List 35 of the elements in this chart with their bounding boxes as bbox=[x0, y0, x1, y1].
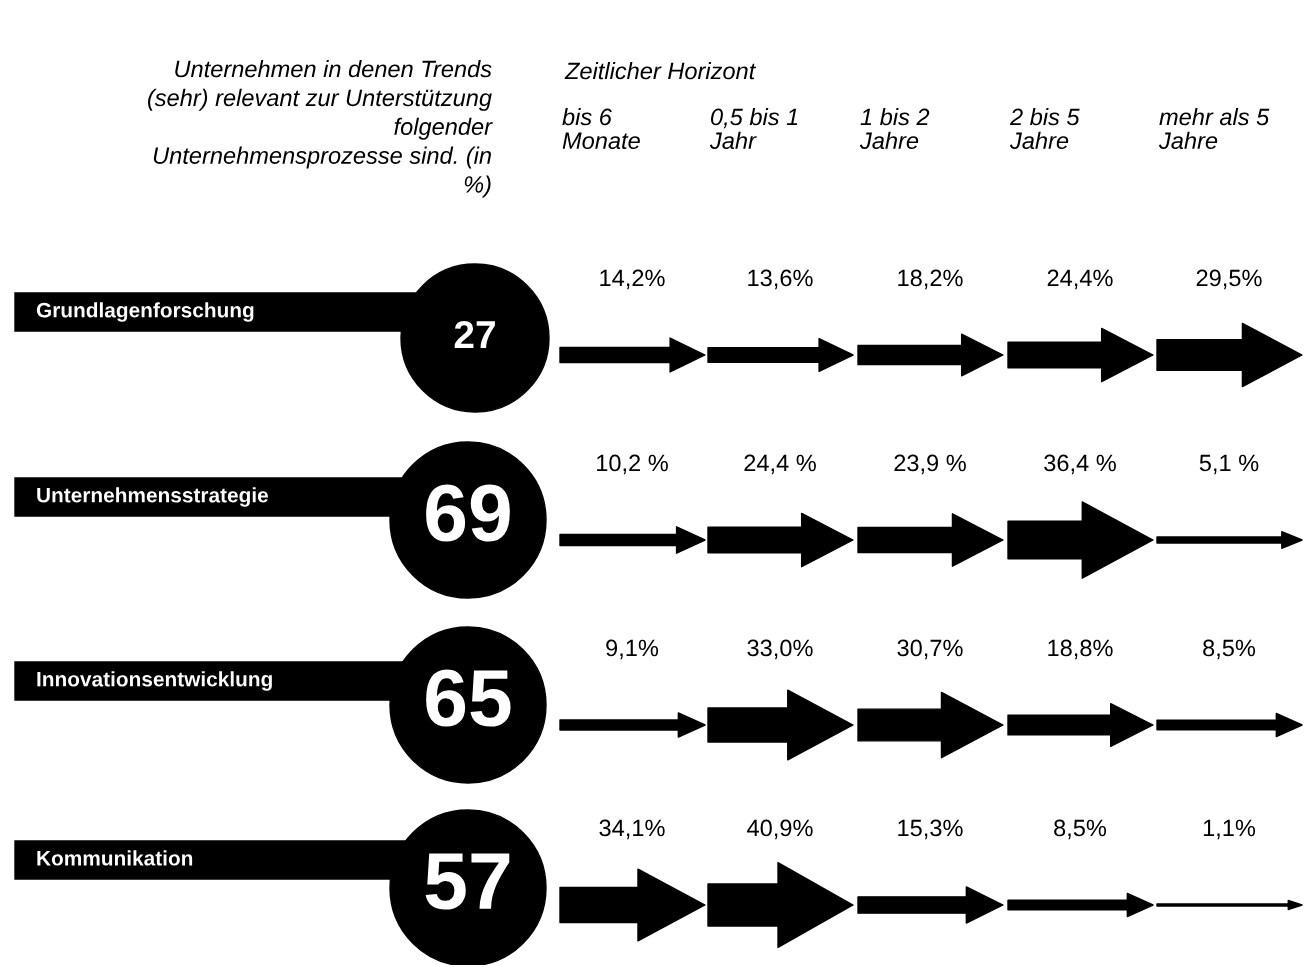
category-label: 1 bis 2 Jahre bbox=[859, 108, 930, 150]
data-label: 29,5% bbox=[1196, 269, 1262, 290]
text: Innovationsentwicklung bbox=[37, 671, 272, 691]
text: Unternehmensstrategie bbox=[37, 487, 268, 507]
data-label: 18,2% bbox=[898, 269, 963, 290]
data-label: 40,9% bbox=[747, 819, 813, 840]
data-label: 10,2 % bbox=[597, 454, 668, 475]
text: Zeitlicher Horizont bbox=[564, 62, 757, 80]
data-label: 14,2% bbox=[600, 269, 665, 290]
category-label: mehr als 5 Jahre bbox=[1158, 108, 1270, 150]
category-label: 0,5 bis 1 Jahr bbox=[709, 108, 798, 150]
category-label: 57 bbox=[425, 853, 510, 910]
data-label: 24,4% bbox=[1047, 269, 1113, 290]
data-label: 8,5% bbox=[1203, 639, 1256, 660]
data-label: 36,4 % bbox=[1044, 454, 1116, 475]
data-label: 13,6% bbox=[748, 269, 813, 290]
category-label: bis 6 Monate bbox=[562, 108, 640, 150]
data-label: 1,1% bbox=[1203, 819, 1256, 840]
text: Kommunikation bbox=[37, 850, 193, 866]
data-label: 18,8% bbox=[1048, 639, 1113, 660]
data-label: 34,1% bbox=[599, 819, 665, 840]
category-label: 27 bbox=[454, 320, 495, 349]
data-label: 30,7% bbox=[897, 639, 963, 660]
data-label: 33,0% bbox=[747, 639, 813, 660]
data-label: 9,1% bbox=[606, 639, 659, 660]
data-label: 8,5% bbox=[1054, 819, 1107, 840]
data-label: 23,9 % bbox=[894, 454, 966, 475]
text: Unternehmen in denen Trends (sehr) relevant zur Unterstützung folgender Unternehmensprozesse sind. (in %) bbox=[148, 60, 493, 198]
data-label: 5,1 % bbox=[1199, 454, 1259, 475]
data-label: 15,3% bbox=[898, 819, 963, 840]
category-label: 2 bis 5 Jahre bbox=[1009, 108, 1080, 150]
text: Grundlagenforschung bbox=[36, 302, 254, 322]
category-label: 65 bbox=[426, 669, 511, 727]
data-label: 24,4 % bbox=[744, 454, 816, 475]
category-label: 69 bbox=[426, 484, 510, 542]
